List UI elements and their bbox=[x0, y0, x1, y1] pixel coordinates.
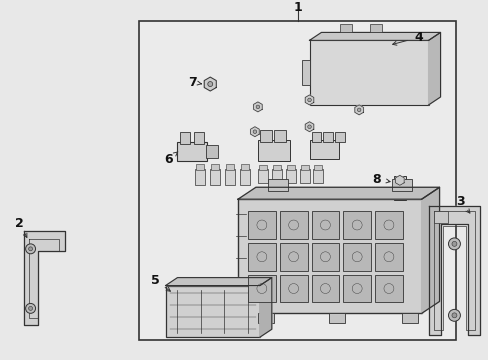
Bar bbox=[374, 275, 402, 302]
Polygon shape bbox=[309, 32, 440, 40]
Bar bbox=[314, 166, 322, 170]
Polygon shape bbox=[428, 32, 440, 105]
Bar bbox=[247, 275, 275, 302]
Circle shape bbox=[25, 303, 36, 313]
Bar bbox=[401, 313, 417, 323]
Text: 7: 7 bbox=[187, 76, 196, 89]
Bar bbox=[271, 170, 281, 183]
Bar bbox=[299, 170, 309, 183]
Polygon shape bbox=[250, 127, 259, 137]
Bar bbox=[279, 275, 307, 302]
Bar bbox=[391, 179, 411, 191]
Bar bbox=[267, 179, 287, 191]
Bar bbox=[194, 132, 204, 144]
Text: 3: 3 bbox=[455, 195, 464, 208]
Polygon shape bbox=[354, 105, 363, 115]
Bar bbox=[210, 170, 220, 185]
Bar bbox=[311, 132, 321, 141]
Bar bbox=[311, 243, 339, 271]
Bar bbox=[374, 211, 402, 239]
Bar bbox=[300, 166, 308, 170]
Bar bbox=[257, 140, 289, 162]
Bar bbox=[286, 166, 294, 170]
Bar bbox=[428, 60, 436, 85]
Circle shape bbox=[28, 247, 33, 251]
Bar bbox=[279, 243, 307, 271]
Circle shape bbox=[357, 108, 360, 112]
Bar bbox=[225, 165, 234, 170]
Bar bbox=[329, 313, 345, 323]
Bar bbox=[309, 40, 428, 105]
Polygon shape bbox=[259, 278, 271, 337]
Bar bbox=[309, 140, 339, 159]
Bar bbox=[257, 170, 267, 183]
Bar bbox=[258, 166, 266, 170]
Bar bbox=[247, 243, 275, 271]
Bar bbox=[323, 132, 333, 141]
Bar bbox=[259, 130, 271, 141]
Bar bbox=[433, 211, 447, 223]
Polygon shape bbox=[428, 206, 479, 335]
Bar bbox=[343, 211, 370, 239]
Text: 5: 5 bbox=[151, 274, 160, 287]
Bar bbox=[313, 170, 323, 183]
Circle shape bbox=[25, 244, 36, 254]
Text: 1: 1 bbox=[293, 1, 302, 14]
Bar bbox=[139, 21, 455, 340]
Circle shape bbox=[307, 98, 311, 102]
Circle shape bbox=[207, 82, 212, 86]
Bar bbox=[247, 211, 275, 239]
Bar bbox=[279, 211, 307, 239]
Polygon shape bbox=[305, 122, 313, 132]
Text: 6: 6 bbox=[164, 153, 173, 166]
Bar bbox=[273, 130, 285, 141]
Bar bbox=[285, 170, 295, 183]
Polygon shape bbox=[23, 231, 65, 325]
Bar bbox=[224, 170, 235, 185]
Bar bbox=[374, 243, 402, 271]
Polygon shape bbox=[238, 187, 439, 199]
Bar bbox=[211, 165, 219, 170]
Bar bbox=[195, 170, 205, 185]
Bar bbox=[241, 165, 248, 170]
Bar bbox=[311, 211, 339, 239]
Text: 2: 2 bbox=[15, 216, 24, 230]
Text: 8: 8 bbox=[372, 173, 381, 186]
Polygon shape bbox=[421, 187, 439, 313]
Bar bbox=[311, 275, 339, 302]
Circle shape bbox=[28, 306, 33, 310]
Bar bbox=[180, 132, 190, 144]
Circle shape bbox=[253, 130, 256, 134]
Bar bbox=[165, 285, 259, 337]
Bar bbox=[343, 275, 370, 302]
Bar bbox=[369, 24, 381, 32]
Bar bbox=[240, 170, 249, 185]
Circle shape bbox=[307, 125, 311, 129]
Text: 4: 4 bbox=[413, 31, 422, 44]
Circle shape bbox=[256, 105, 259, 109]
Circle shape bbox=[447, 309, 460, 321]
Polygon shape bbox=[165, 278, 271, 285]
Circle shape bbox=[451, 313, 456, 318]
Polygon shape bbox=[395, 175, 403, 185]
Bar bbox=[393, 176, 405, 200]
Bar bbox=[196, 165, 204, 170]
Bar bbox=[177, 141, 207, 162]
Bar bbox=[335, 132, 345, 141]
Bar bbox=[257, 313, 273, 323]
Bar bbox=[238, 199, 421, 313]
Polygon shape bbox=[253, 102, 262, 112]
Bar bbox=[272, 166, 280, 170]
Bar bbox=[301, 60, 309, 85]
Bar bbox=[340, 24, 351, 32]
Polygon shape bbox=[305, 95, 313, 105]
Bar bbox=[206, 145, 218, 158]
Polygon shape bbox=[204, 77, 216, 91]
Circle shape bbox=[451, 241, 456, 246]
Bar bbox=[343, 243, 370, 271]
Circle shape bbox=[447, 238, 460, 250]
